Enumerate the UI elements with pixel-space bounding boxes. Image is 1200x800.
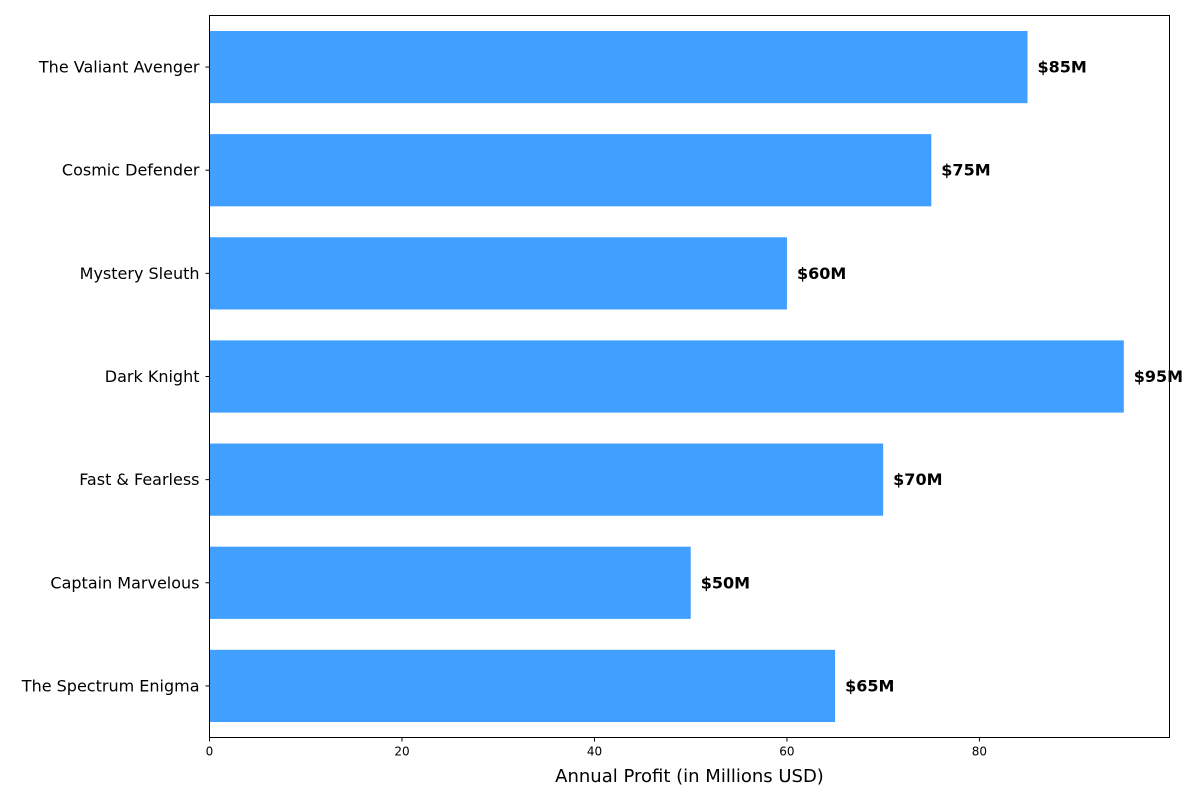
category-label: The Spectrum Enigma — [21, 676, 200, 695]
plot-frame — [209, 15, 1170, 738]
bar-value-label: $75M — [941, 161, 990, 180]
bar-value-label: $60M — [797, 264, 846, 283]
bar-value-label: $50M — [701, 573, 750, 592]
category-label: Mystery Sleuth — [80, 264, 200, 283]
bar — [209, 649, 836, 723]
x-tick-label: 0 — [206, 745, 214, 759]
bar — [209, 134, 932, 207]
category-label: Fast & Fearless — [79, 470, 199, 489]
category-label: Captain Marvelous — [50, 573, 199, 592]
bars-group — [209, 30, 1124, 723]
bar-value-label: $95M — [1134, 367, 1183, 386]
x-tick-label: 60 — [779, 745, 794, 759]
x-axis-ticks: 0 20 40 60 80 — [206, 737, 987, 759]
bar-value-label: $70M — [893, 470, 942, 489]
category-label: Cosmic Defender — [62, 161, 200, 180]
x-axis-title: Annual Profit (in Millions USD) — [555, 766, 824, 787]
data-labels: $85M $75M $60M $95M $70M $50M $65M — [701, 58, 1183, 696]
bar — [209, 237, 787, 310]
x-tick-label: 40 — [587, 745, 602, 759]
category-labels: The Valiant Avenger Cosmic Defender Myster… — [21, 58, 210, 695]
bar — [209, 546, 691, 619]
category-label: The Valiant Avenger — [38, 58, 200, 77]
x-tick-label: 20 — [394, 745, 409, 759]
bar-value-label: $65M — [845, 676, 894, 695]
category-label: Dark Knight — [105, 367, 200, 386]
bar — [209, 340, 1124, 413]
bar — [209, 443, 884, 516]
bar-value-label: $85M — [1038, 58, 1087, 77]
bar — [209, 30, 1028, 104]
x-tick-label: 80 — [972, 745, 987, 759]
